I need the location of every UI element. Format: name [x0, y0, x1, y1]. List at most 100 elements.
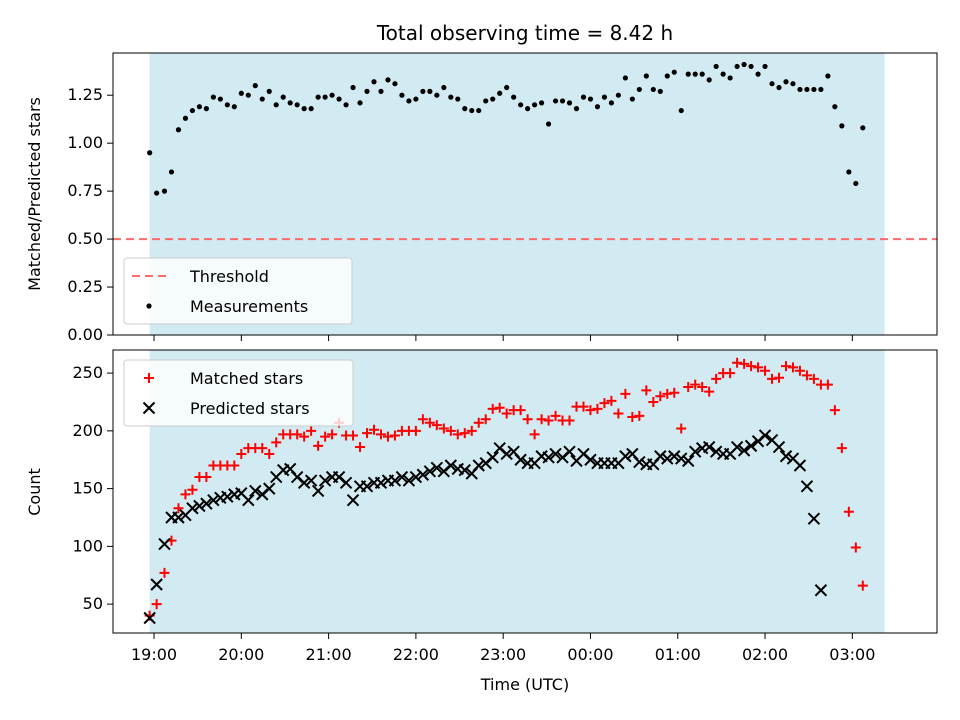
matched-star-point — [857, 580, 868, 591]
y-tick-label: 100 — [72, 536, 103, 555]
matched-star-point — [180, 489, 191, 500]
matched-star-point — [746, 361, 757, 372]
predicted-star-point — [374, 476, 388, 490]
measurement-point — [147, 150, 153, 156]
matched-star-point — [445, 425, 456, 436]
matched-star-point — [585, 405, 596, 416]
predicted-star-point — [423, 465, 437, 478]
legend-plus-swatch — [144, 373, 154, 383]
matched-star-point — [787, 362, 798, 373]
matched-star-point — [662, 388, 673, 399]
measurement-point — [154, 190, 160, 196]
matched-star-point — [501, 408, 512, 419]
measurement-point — [203, 106, 209, 112]
predicted-star-point — [242, 493, 255, 507]
matched-star-point — [313, 440, 324, 451]
measurement-point — [392, 81, 398, 87]
matched-star-point — [236, 448, 247, 459]
predicted-star-point — [200, 497, 213, 510]
predicted-star-point — [800, 480, 814, 493]
predicted-star-point — [172, 511, 185, 524]
measurement-point — [769, 81, 775, 87]
measurement-point — [420, 88, 426, 94]
y-tick-label: 1.00 — [67, 133, 103, 152]
matched-star-point — [487, 403, 498, 414]
top-y-axis-label: Matched/Predicted stars — [25, 97, 44, 291]
measurement-point — [720, 71, 726, 77]
matched-star-point — [173, 503, 184, 514]
matched-star-point — [515, 405, 526, 416]
measurement-point — [706, 77, 712, 83]
matched-star-point — [229, 460, 240, 471]
legend-label: Measurements — [190, 297, 308, 316]
measurement-point — [364, 88, 370, 94]
matched-star-point — [424, 417, 435, 428]
x-tick-label: 21:00 — [306, 645, 352, 664]
measurement-point — [692, 71, 698, 77]
matched-star-point — [676, 423, 687, 434]
measurement-point — [378, 88, 384, 94]
predicted-star-point — [633, 455, 646, 469]
predicted-star-point — [689, 445, 702, 458]
predicted-star-point — [772, 440, 786, 454]
matched-star-point — [648, 396, 659, 407]
measurement-point — [168, 169, 175, 175]
measurement-point — [594, 104, 601, 110]
top-panel: 0.00 0.25 0.50 0.75 1.00 1.25 Threshold Measure… — [67, 52, 938, 344]
measurement-point — [664, 73, 670, 79]
matched-star-point — [739, 358, 750, 369]
matched-star-point — [375, 429, 386, 440]
matched-star-point — [292, 429, 303, 440]
y-tick-label: 150 — [72, 479, 103, 498]
predicted-star-point — [143, 611, 156, 625]
predicted-star-point — [430, 461, 444, 475]
axes-frame — [112, 349, 938, 634]
measurement-point — [273, 102, 279, 108]
x-tick-label: 02:00 — [742, 645, 788, 664]
matched-star-point — [697, 381, 708, 392]
predicted-star-point — [661, 452, 674, 465]
matched-star-point — [641, 385, 652, 396]
predicted-star-point — [409, 470, 423, 484]
measurement-point — [308, 106, 314, 112]
measurement-point — [713, 63, 719, 70]
measurement-point — [853, 180, 859, 187]
matched-star-point — [151, 599, 162, 610]
measurement-point — [406, 98, 412, 104]
measurement-point — [643, 73, 649, 79]
predicted-star-point — [584, 453, 597, 466]
measurement-point — [448, 94, 454, 100]
matched-star-point — [732, 357, 743, 368]
matched-star-point — [480, 414, 491, 425]
predicted-star-point — [682, 454, 695, 468]
measurement-point — [161, 188, 168, 194]
measurement-point — [504, 84, 510, 91]
measurement-point — [483, 98, 489, 104]
legend: Matched stars Predicted stars — [123, 359, 354, 427]
measurement-point — [601, 94, 608, 100]
matched-star-point — [808, 373, 819, 384]
matched-star-point — [410, 425, 421, 436]
matched-star-point — [452, 429, 463, 440]
y-tick-label: 0.25 — [67, 277, 103, 296]
x-tick-label: 00:00 — [567, 645, 613, 664]
measurement-point — [797, 86, 803, 93]
measurement-point — [545, 121, 552, 127]
predicted-star-point — [668, 450, 681, 463]
measurement-point — [811, 86, 817, 93]
bottom-y-axis-label: Count — [25, 468, 44, 516]
measurement-point — [755, 71, 761, 77]
measurement-point — [818, 86, 824, 93]
measurement-point — [846, 169, 852, 175]
predicted-star-point — [207, 493, 220, 507]
measurement-point — [741, 61, 747, 68]
measurement-point — [671, 69, 677, 75]
matched-star-point — [627, 411, 638, 422]
measurement-point — [636, 86, 642, 93]
measurement-point — [566, 100, 573, 106]
predicted-star-point — [514, 453, 527, 466]
measurement-point — [399, 92, 405, 98]
predicted-star-point — [779, 450, 793, 463]
predicted-star-point — [563, 445, 576, 458]
y-tick-label: 50 — [83, 594, 103, 613]
